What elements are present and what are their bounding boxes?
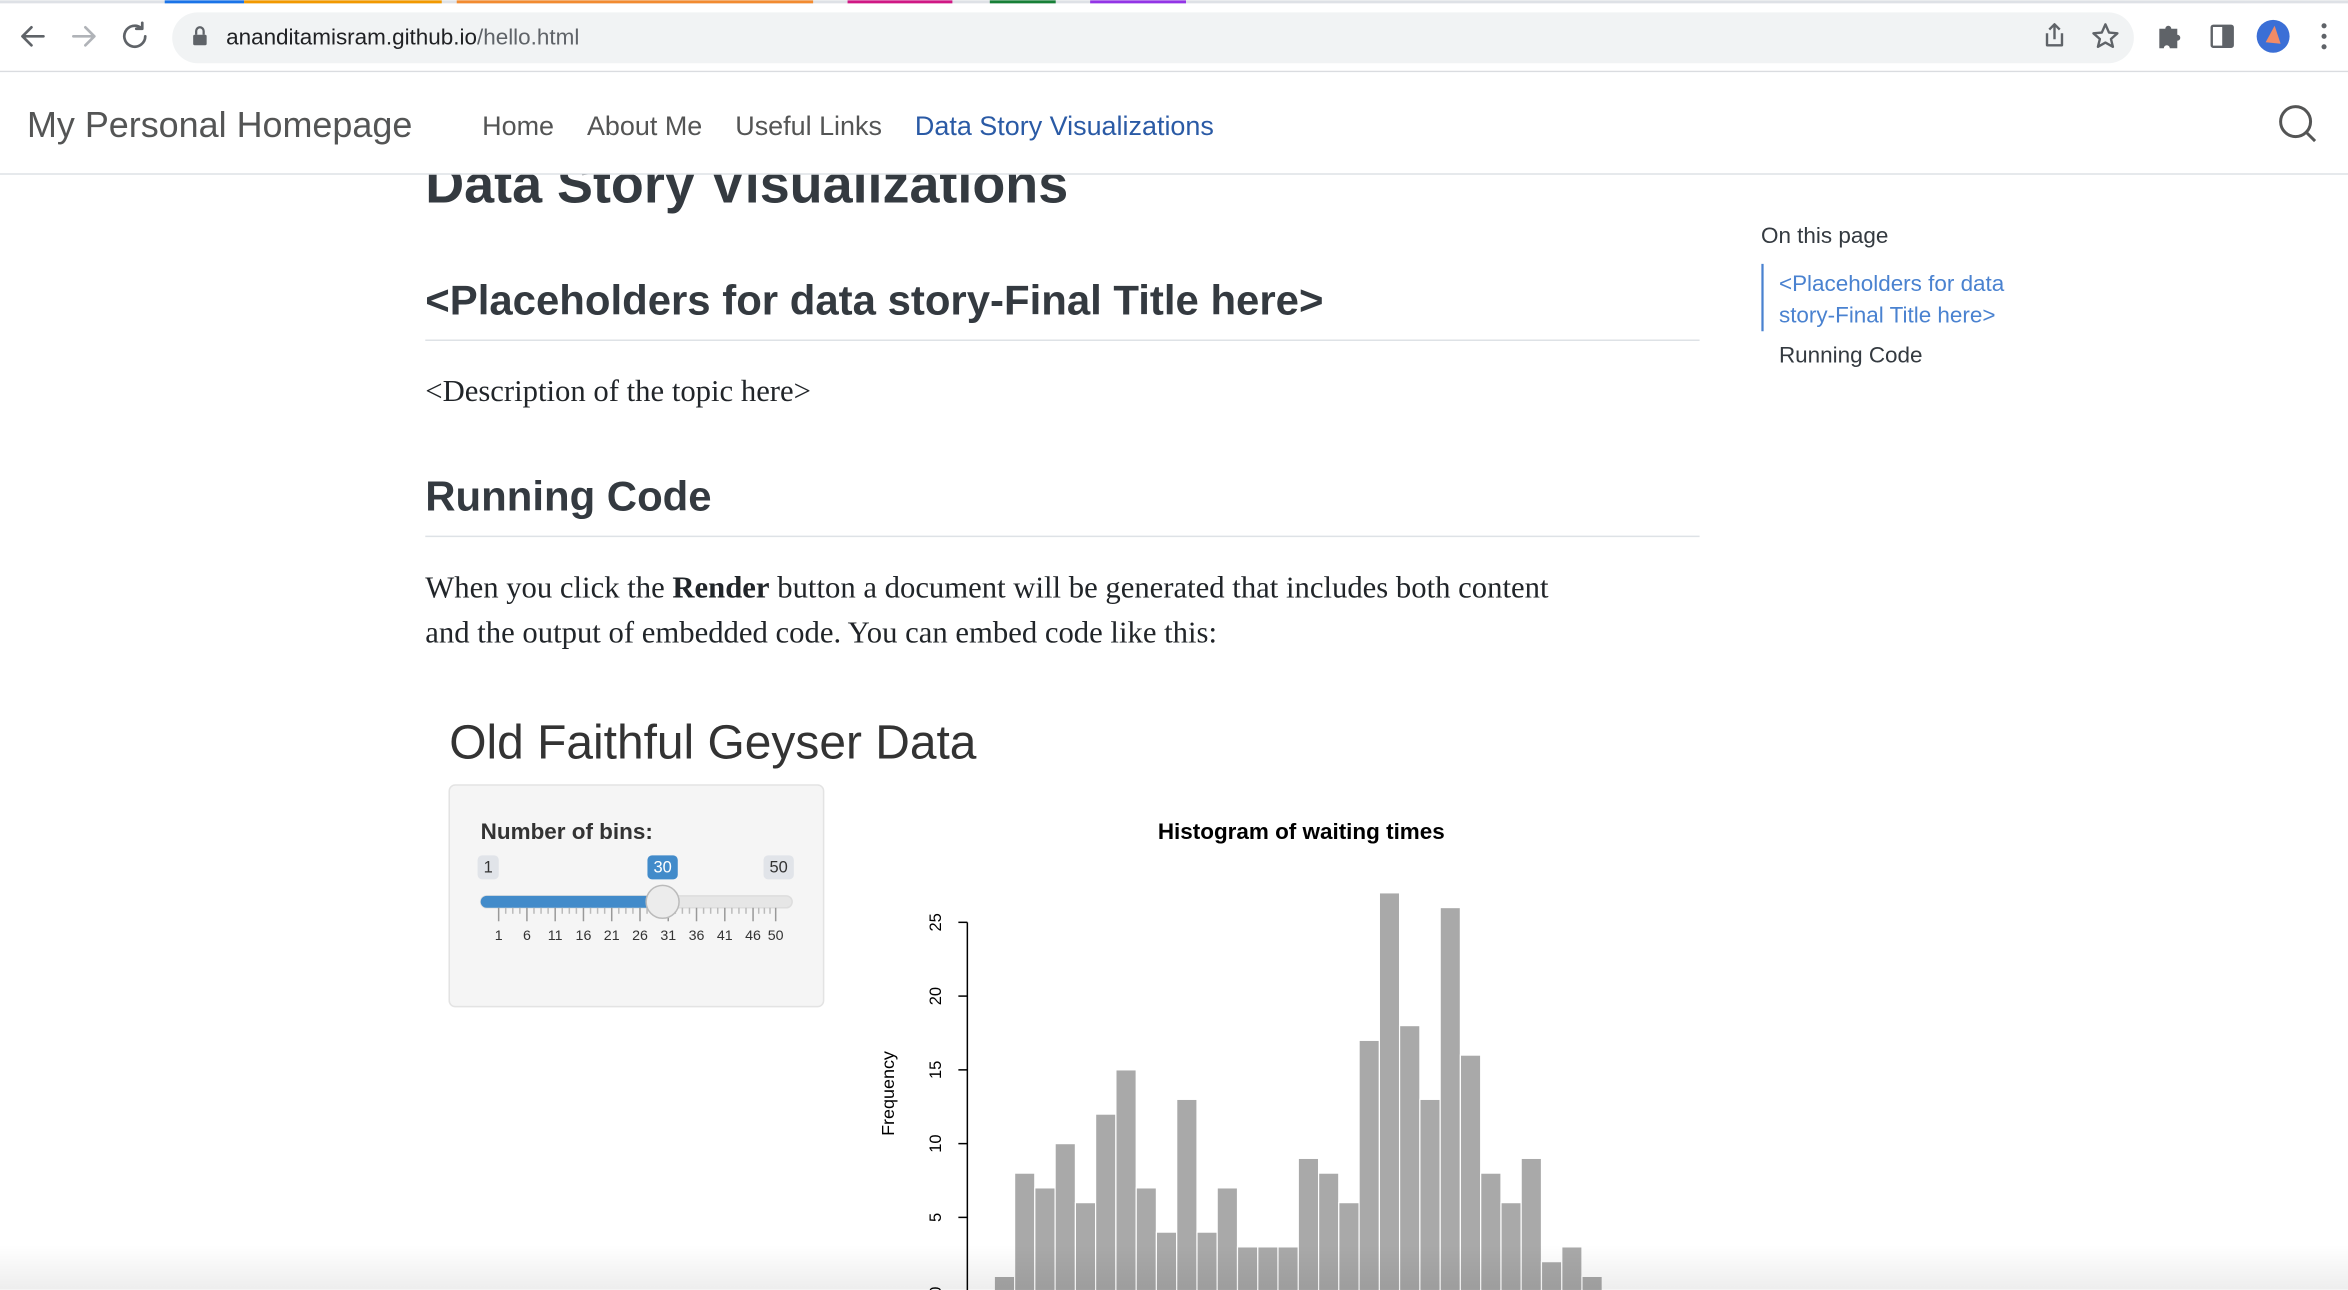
bar xyxy=(1439,906,1461,1290)
slider-tick-label: 6 xyxy=(523,928,531,944)
app-title: Old Faithful Geyser Data xyxy=(449,717,977,770)
slider-tick-label: 21 xyxy=(604,928,620,944)
url: ananditamisram.github.io/hello.html xyxy=(226,24,579,49)
slider-max: 50 xyxy=(763,855,794,880)
paragraph: <Description of the topic here> xyxy=(425,374,811,408)
slider-min-text: 1 xyxy=(484,858,493,876)
slider-min: 1 xyxy=(477,855,499,880)
tab-color xyxy=(847,0,953,4)
extensions-icon[interactable] xyxy=(2159,25,2181,49)
bar xyxy=(1115,1069,1137,1290)
y-tick-label: 25 xyxy=(927,913,945,931)
search-icon[interactable] xyxy=(2279,105,2317,143)
slider-value: 30 xyxy=(647,855,678,880)
bold-text: Render xyxy=(672,570,769,604)
slider-bar xyxy=(480,895,663,908)
navbar-bg xyxy=(0,72,2348,175)
tab-color xyxy=(456,0,814,4)
slider-tick-label: 36 xyxy=(689,928,705,944)
reload-button[interactable] xyxy=(122,21,147,49)
y-axis-label: Frequency xyxy=(878,1051,898,1136)
nav-link[interactable]: Home xyxy=(482,111,554,141)
toc-link[interactable]: Running Code xyxy=(1779,343,1923,368)
y-tick-label: 20 xyxy=(927,987,945,1005)
bar xyxy=(1176,1098,1198,1290)
avatar-glyph xyxy=(2265,25,2281,44)
address-bar[interactable] xyxy=(172,12,2134,64)
toc-title: On this page xyxy=(1761,223,1888,248)
nav-link[interactable]: Useful Links xyxy=(735,111,882,141)
menu-icon[interactable] xyxy=(2321,23,2327,50)
lock-icon xyxy=(193,34,207,46)
chart-title: Histogram of waiting times xyxy=(1158,819,1445,844)
tab-color xyxy=(164,0,245,4)
slider-tick-label: 1 xyxy=(495,928,503,944)
section-heading: Running Code xyxy=(425,473,711,520)
bottom-shadow xyxy=(0,1244,2348,1290)
section-heading: <Placeholders for data story-Final Title… xyxy=(425,276,1323,323)
slider-label: Number of bins: xyxy=(481,819,653,844)
y-tick-label: 10 xyxy=(927,1134,945,1152)
sidebar-fill xyxy=(2222,25,2233,47)
navbar: My Personal Homepage Home About Me Useful … xyxy=(0,72,2348,175)
slider-tick-label: 31 xyxy=(660,928,676,944)
slider-tick-label: 50 xyxy=(768,928,784,944)
text-run: When you click the xyxy=(425,570,672,604)
back-button[interactable] xyxy=(21,25,45,47)
slider-handle[interactable] xyxy=(645,884,680,920)
slider-max-text: 50 xyxy=(770,858,788,876)
slider-value-text: 30 xyxy=(653,858,671,876)
tab-color xyxy=(989,0,1056,4)
paragraph-line: When you click the Render button a docum… xyxy=(425,570,1549,604)
tab-color xyxy=(1090,0,1186,4)
url-path: /hello.html xyxy=(477,24,579,49)
slider-max-box xyxy=(763,855,794,880)
share-icon[interactable] xyxy=(2045,23,2064,47)
y-tick-label: 15 xyxy=(927,1061,945,1079)
nav-link[interactable]: About Me xyxy=(587,111,702,141)
paragraph-line: and the output of embedded code. You can… xyxy=(425,615,1217,649)
toc-link[interactable]: story-Final Title here> xyxy=(1779,302,1996,327)
slider-tick-label: 16 xyxy=(576,928,592,944)
brand[interactable]: My Personal Homepage xyxy=(27,104,412,145)
slider-tick-label: 26 xyxy=(632,928,648,944)
slider-tick-label: 11 xyxy=(548,928,563,944)
y-tick-label: 5 xyxy=(927,1213,945,1222)
slider-value-box xyxy=(647,855,678,880)
slider-tick-label: 46 xyxy=(745,928,761,944)
lock-shackle xyxy=(195,26,205,35)
slider-tick-label: 41 xyxy=(717,928,733,944)
toc-link[interactable]: <Placeholders for data xyxy=(1779,271,2005,296)
text-run: button a document will be generated that… xyxy=(770,570,1549,604)
nav-link[interactable]: Data Story Visualizations xyxy=(915,111,1214,141)
tab-color xyxy=(244,0,442,4)
forward-button[interactable] xyxy=(72,25,96,47)
slider-min-box xyxy=(477,855,499,880)
bar xyxy=(1378,892,1401,1290)
browser-toolbar: ananditamisram.github.io/hello.html xyxy=(0,0,2348,73)
url-host: ananditamisram.github.io xyxy=(226,24,477,49)
bookmark-icon[interactable] xyxy=(2092,23,2119,48)
text-run: and the output of embedded code. You can… xyxy=(425,615,1217,649)
